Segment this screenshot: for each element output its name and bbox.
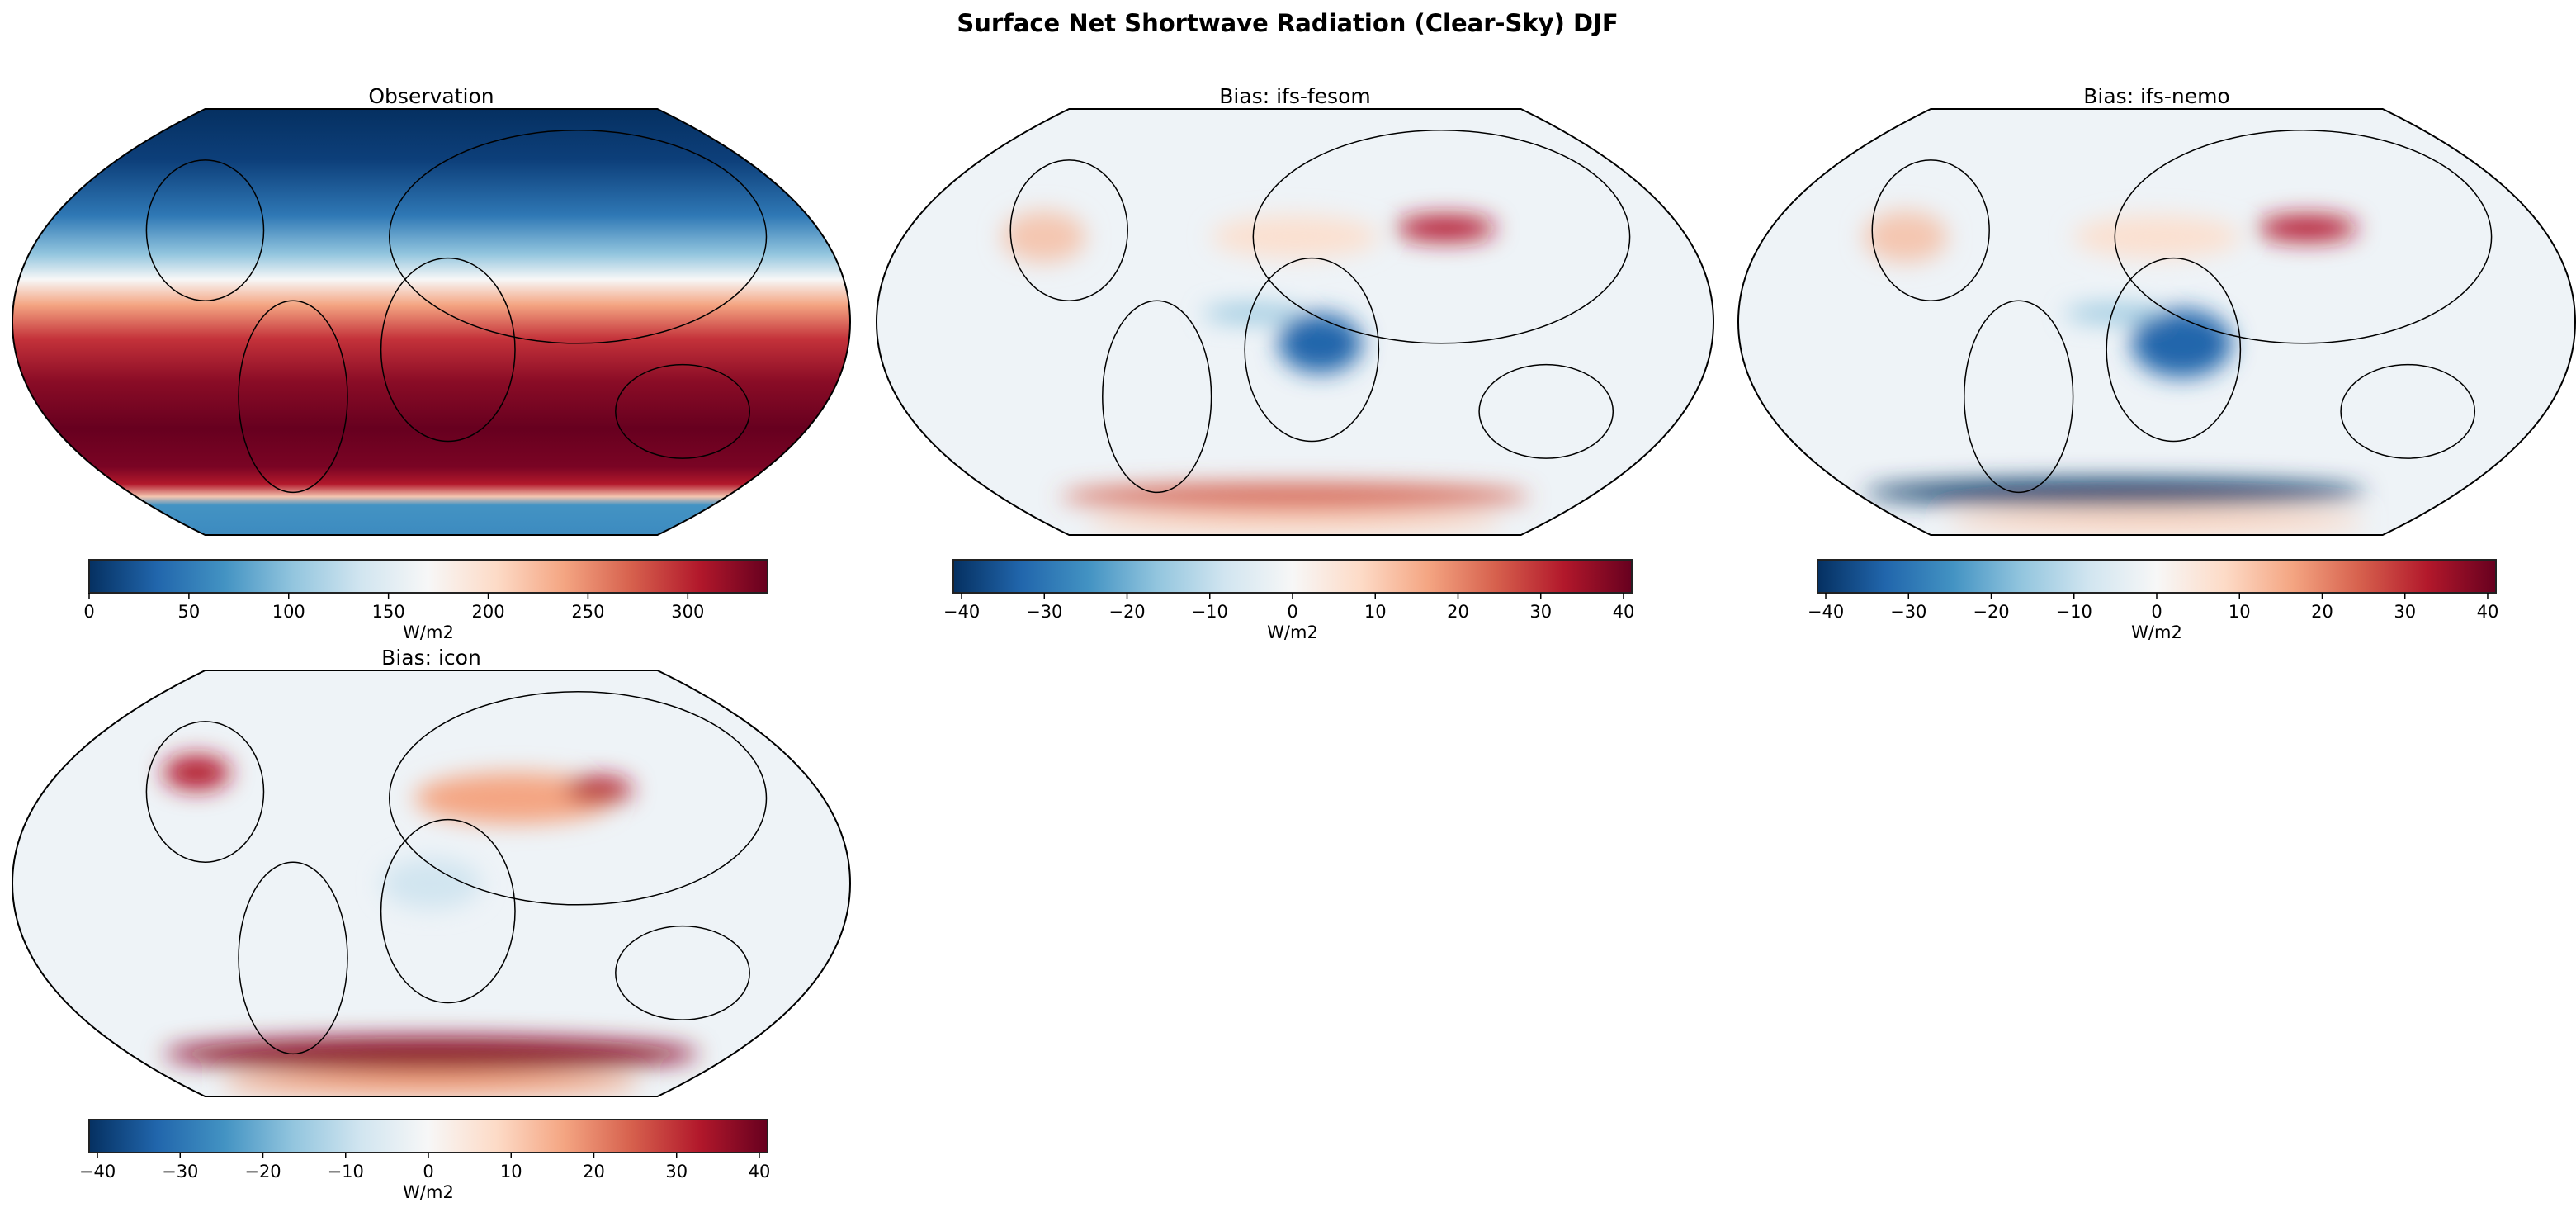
bias-region bbox=[2257, 215, 2358, 241]
coastlines bbox=[1009, 130, 1631, 494]
colorbar-tick-label: 40 bbox=[749, 1162, 771, 1181]
panel-title: Bias: ifs-fesom bbox=[1219, 84, 1370, 108]
bias-region bbox=[380, 858, 482, 909]
coastlines bbox=[145, 130, 768, 494]
colorbar-tick-label: 100 bbox=[272, 602, 305, 622]
panel-title: Bias: icon bbox=[381, 646, 481, 670]
bias-region bbox=[1085, 509, 1505, 535]
bias-region bbox=[1864, 211, 1948, 263]
colorbar-tick-label: −40 bbox=[943, 602, 980, 622]
heatmap-field bbox=[877, 109, 1713, 535]
colorbar-tick-label: −30 bbox=[162, 1162, 198, 1181]
bias-region bbox=[2131, 309, 2233, 378]
heatmap-field bbox=[12, 109, 850, 535]
colorbar-tick-label: 10 bbox=[500, 1162, 522, 1181]
bias-region bbox=[1203, 305, 1304, 322]
colorbar-gradient bbox=[952, 559, 1633, 594]
bias-region bbox=[1211, 215, 1379, 258]
bias-region bbox=[1061, 484, 1529, 510]
colorbar-tick-label: −10 bbox=[328, 1162, 364, 1181]
panel-title: Observation bbox=[368, 84, 494, 108]
map-panel-2: Bias: ifs-fesom −40 −30 −20 −10 0 10 20 30 40 W/m2 bbox=[875, 84, 1715, 642]
map-panel-3: Bias: ifs-nemo −40 −30 −20 −10 0 10 20 30 40 W/m2 bbox=[1737, 84, 2576, 642]
colorbar-label: W/m2 bbox=[403, 623, 454, 642]
bias-region bbox=[1278, 313, 1363, 373]
colorbar: −40 −30 −20 −10 0 10 20 30 40 W/m2 bbox=[1808, 559, 2499, 642]
colorbar-label: W/m2 bbox=[403, 1182, 454, 1202]
colorbar-tick-label: 30 bbox=[665, 1162, 688, 1181]
colorbar-tick-label: 40 bbox=[2477, 602, 2499, 622]
colorbar-tick-label: −10 bbox=[2056, 602, 2092, 622]
coastlines bbox=[1871, 130, 2493, 494]
colorbar-tick-label: 40 bbox=[1613, 602, 1635, 622]
colorbar-tick-label: −40 bbox=[79, 1162, 116, 1181]
colorbar: −40 −30 −20 −10 0 10 20 30 40 W/m2 bbox=[943, 559, 1635, 642]
colorbar-gradient bbox=[88, 1119, 768, 1153]
map-panel-4: Bias: icon −40 −30 −20 −10 0 10 20 30 40 W/m2 bbox=[11, 646, 852, 1202]
map-boundary bbox=[1737, 108, 2576, 536]
colorbar-tick-label: 200 bbox=[471, 602, 504, 622]
bias-region bbox=[1864, 479, 2366, 505]
bias-region bbox=[2064, 305, 2166, 322]
colorbar-tick-label: −20 bbox=[244, 1162, 281, 1181]
colorbar-tick-label: 20 bbox=[2311, 602, 2333, 622]
colorbar-tick-label: 0 bbox=[2151, 602, 2162, 622]
colorbar-tick-label: 250 bbox=[571, 602, 604, 622]
bias-region bbox=[163, 755, 230, 790]
colorbar-tick-label: 10 bbox=[1364, 602, 1387, 622]
coastlines bbox=[145, 691, 768, 1055]
colorbar: 0 50 100 150 200 250 300 W/m2 bbox=[83, 559, 768, 642]
bias-region bbox=[414, 772, 616, 824]
heatmap-field bbox=[12, 670, 850, 1096]
heatmap-field bbox=[1738, 109, 2575, 535]
colorbar-tick-label: 150 bbox=[372, 602, 405, 622]
colorbar-gradient bbox=[88, 559, 768, 594]
colorbar-tick-label: 30 bbox=[1529, 602, 1552, 622]
bias-region bbox=[1395, 215, 1496, 241]
colorbar-tick-label: 300 bbox=[671, 602, 704, 622]
colorbar-tick-label: 10 bbox=[2229, 602, 2251, 622]
colorbar-tick-label: −40 bbox=[1808, 602, 1844, 622]
colorbar: −40 −30 −20 −10 0 10 20 30 40 W/m2 bbox=[79, 1119, 771, 1202]
colorbar-label: W/m2 bbox=[2131, 623, 2182, 642]
bias-region bbox=[1002, 211, 1086, 263]
colorbar-tick-label: 0 bbox=[83, 602, 94, 622]
bias-region bbox=[163, 1036, 700, 1072]
panel-title: Bias: ifs-nemo bbox=[2083, 84, 2229, 108]
colorbar-tick-label: −20 bbox=[1108, 602, 1145, 622]
colorbar-tick-label: 30 bbox=[2394, 602, 2416, 622]
colorbar-label: W/m2 bbox=[1267, 623, 1318, 642]
colorbar-tick-label: 20 bbox=[583, 1162, 605, 1181]
bias-region bbox=[2073, 215, 2241, 258]
colorbar-gradient bbox=[1817, 559, 2497, 594]
map-boundary bbox=[11, 108, 852, 536]
map-boundary bbox=[11, 670, 852, 1097]
colorbar-tick-label: −30 bbox=[1890, 602, 1926, 622]
colorbar-tick-label: 50 bbox=[178, 602, 201, 622]
colorbar-tick-label: 0 bbox=[423, 1162, 433, 1181]
colorbar-tick-label: 0 bbox=[1287, 602, 1297, 622]
bias-region bbox=[565, 777, 633, 803]
colorbar-tick-label: −10 bbox=[1192, 602, 1228, 622]
figure-title: Surface Net Shortwave Radiation (Clear-S… bbox=[957, 9, 1618, 37]
map-panel-1: Observation 0 50 100 150 200 250 300 W/m2 bbox=[11, 84, 852, 642]
bias-region bbox=[221, 1071, 641, 1096]
bias-region bbox=[1947, 509, 2366, 535]
map-boundary bbox=[875, 108, 1715, 536]
colorbar-tick-label: −20 bbox=[1973, 602, 2009, 622]
colorbar-tick-label: 20 bbox=[1447, 602, 1469, 622]
colorbar-tick-label: −30 bbox=[1026, 602, 1062, 622]
